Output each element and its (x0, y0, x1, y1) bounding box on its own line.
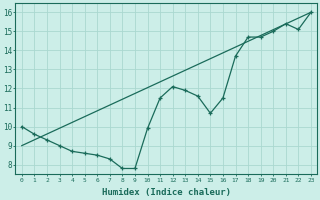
X-axis label: Humidex (Indice chaleur): Humidex (Indice chaleur) (102, 188, 231, 197)
